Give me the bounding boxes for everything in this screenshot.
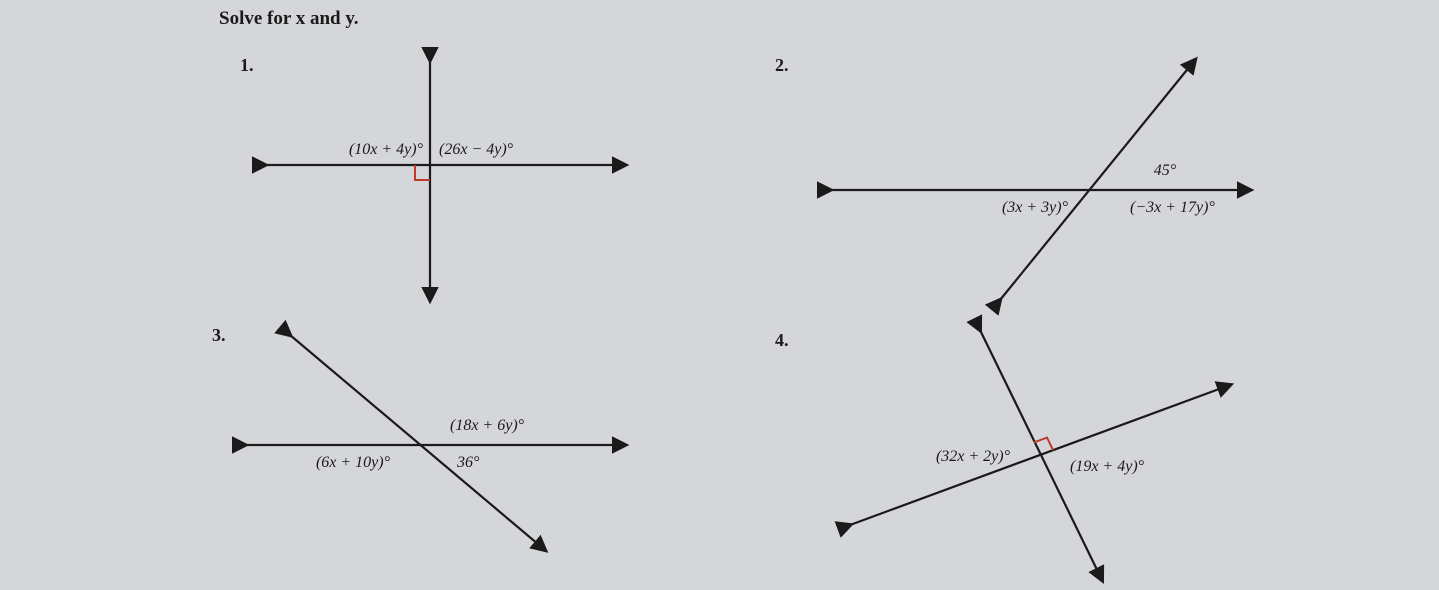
p4-left-angle-label: (32x + 2y)° <box>936 448 1011 465</box>
p4-right-angle-label: (19x + 4y)° <box>1070 458 1145 475</box>
p1-right-angle-label: (26x − 4y)° <box>439 141 514 158</box>
p3-bottom-right-angle-label: 36° <box>456 454 480 471</box>
instruction-text: Solve for x and y. <box>219 8 359 30</box>
p3-bottom-left-angle-label: (6x + 10y)° <box>316 454 391 471</box>
p3-top-right-angle-label: (18x + 6y)° <box>450 417 525 434</box>
problem-number-3: 3. <box>212 325 226 346</box>
problem-number-1: 1. <box>240 55 254 76</box>
diagram-1: (10x + 4y)° (26x − 4y)° <box>255 50 635 315</box>
p2-top-right-angle-label: 45° <box>1154 162 1177 179</box>
diagram-4: (32x + 2y)° (19x + 4y)° <box>810 315 1260 590</box>
p1-left-angle-label: (10x + 4y)° <box>349 141 424 158</box>
p2-bottom-left-angle-label: (3x + 3y)° <box>1002 199 1069 216</box>
problem-number-2: 2. <box>775 55 789 76</box>
problem-number-4: 4. <box>775 330 789 351</box>
diagram-3: (18x + 6y)° (6x + 10y)° 36° <box>225 315 645 580</box>
diagram-2: 45° (3x + 3y)° (−3x + 17y)° <box>810 40 1270 305</box>
p2-bottom-right-angle-label: (−3x + 17y)° <box>1130 199 1215 216</box>
